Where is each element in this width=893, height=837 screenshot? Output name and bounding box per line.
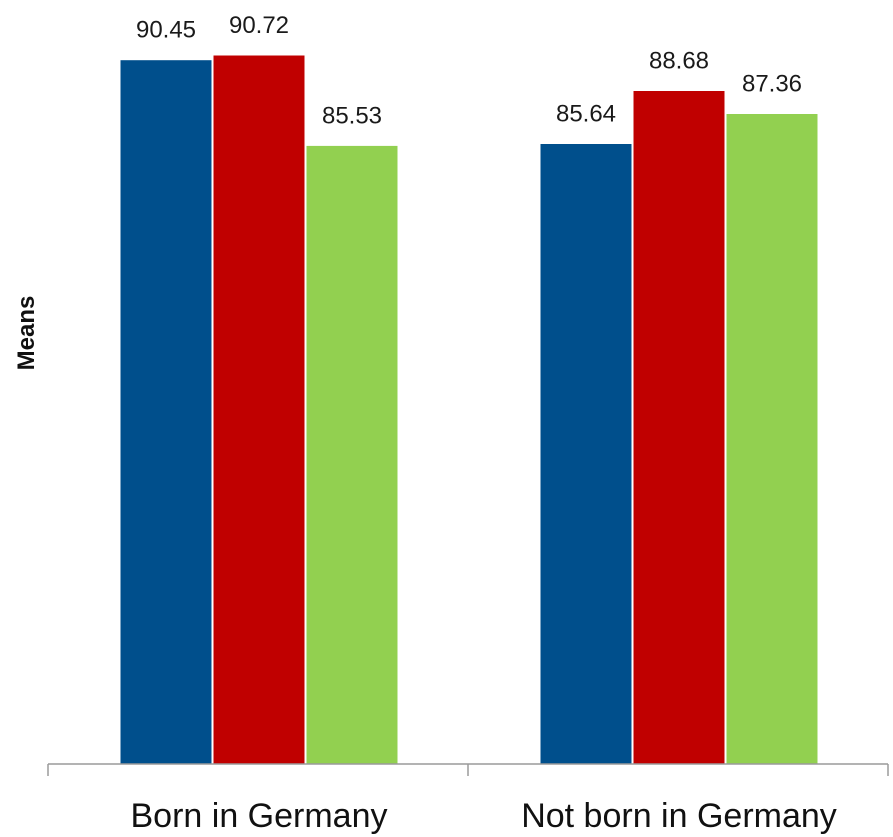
bars-layer: [119, 54, 819, 765]
data-label: 90.72: [229, 12, 289, 39]
data-label: 85.64: [556, 101, 616, 128]
y-axis-title: Means: [13, 296, 40, 371]
bar: [632, 90, 726, 765]
bar: [212, 54, 306, 765]
data-label: 90.45: [136, 17, 196, 44]
data-labels-layer: 90.45 90.72 85.53 85.64 88.68 87.36: [136, 12, 802, 129]
bar: [725, 113, 819, 765]
x-axis: [47, 763, 889, 776]
data-label: 87.36: [742, 71, 802, 98]
bar: [119, 59, 213, 765]
x-tick-labels: Born in Germany Not born in Germany: [131, 797, 837, 835]
bar: [539, 143, 633, 765]
bar: [305, 144, 399, 765]
data-label: 85.53: [322, 102, 382, 129]
x-tick-label: Born in Germany: [131, 797, 388, 835]
data-label: 88.68: [649, 48, 709, 75]
x-tick-label: Not born in Germany: [521, 797, 837, 835]
